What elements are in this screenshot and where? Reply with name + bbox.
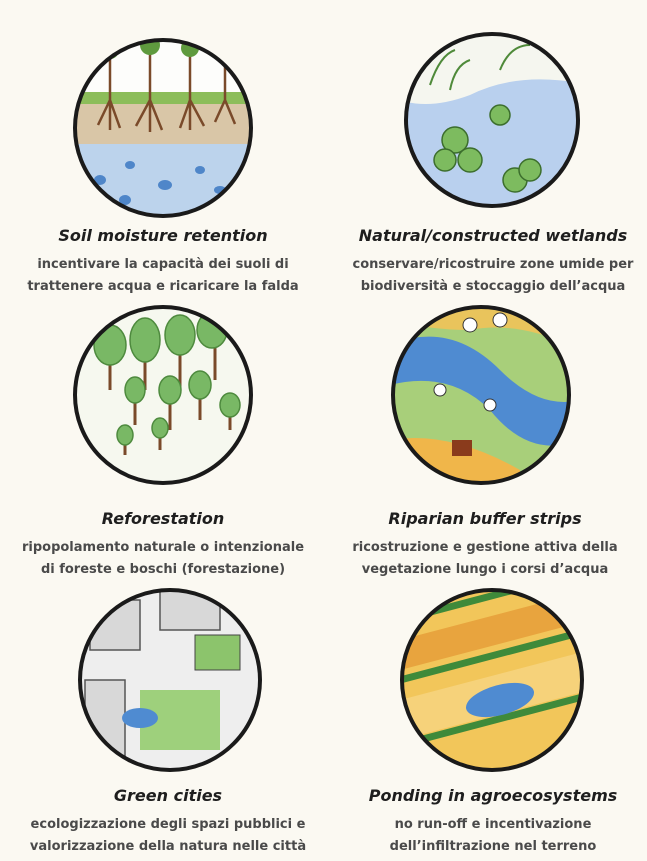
wetlands-illustration (400, 30, 590, 210)
description-line: incentivare la capacità dei suoli di (3, 254, 323, 276)
item-title: Riparian buffer strips (325, 509, 645, 528)
description-line: ricostruzione e gestione attiva della (325, 537, 645, 559)
description-line: di foreste e boschi (forestazione) (3, 559, 323, 581)
description-line: trattenere acqua e ricaricare la falda (3, 276, 323, 298)
description-line: conservare/ricostruire zone umide per (333, 254, 647, 276)
riparian-illustration (390, 300, 580, 490)
item-title: Green cities (8, 786, 328, 805)
description-line: dell’infiltrazione nel terreno (333, 836, 647, 858)
item-title: Ponding in agroecosystems (333, 786, 647, 805)
description-line: no run-off e incentivazione (333, 814, 647, 836)
description-line: valorizzazione della natura nelle città (8, 836, 328, 858)
illustrations (0, 0, 647, 861)
description-line: ripopolamento naturale o intenzionale (3, 537, 323, 559)
item-title: Natural/constructed wetlands (333, 226, 647, 245)
soil-illustration (70, 35, 260, 225)
city-illustration (75, 585, 265, 775)
description-line: vegetazione lungo i corsi d’acqua (325, 559, 645, 581)
description-line: biodiversità e stoccaggio dell’acqua (333, 276, 647, 298)
page: Soil moisture retention incentivare la ca… (0, 0, 647, 861)
description-line: ecologizzazione degli spazi pubblici e (8, 814, 328, 836)
reforestation-illustration (70, 300, 260, 490)
item-title: Reforestation (3, 509, 323, 528)
item-title: Soil moisture retention (3, 226, 323, 245)
